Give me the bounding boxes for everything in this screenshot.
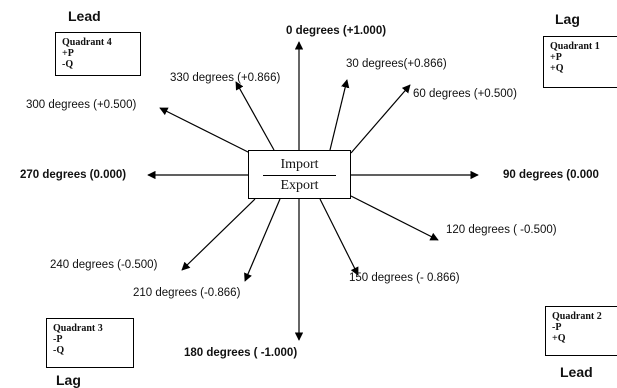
angle-label-150: 150 degrees (- 0.866) [349, 272, 460, 284]
import-label: Import [280, 157, 319, 172]
quadrant-q: +Q [552, 333, 566, 344]
angle-label-330: 330 degrees (+0.866) [170, 72, 281, 84]
quadrant-title: Quadrant 2 [552, 311, 602, 322]
quadrant-3-box: Quadrant 3 -P -Q [46, 318, 134, 368]
arrow-300-deg [159, 107, 253, 155]
quadrant-title: Quadrant 1 [550, 41, 600, 52]
angle-label-0: 0 degrees (+1.000) [286, 25, 387, 37]
arrow-60-deg [350, 84, 411, 154]
arrow-210-deg [244, 198, 281, 282]
arrow-330-deg [235, 81, 275, 151]
quadrant-q: +Q [550, 63, 564, 74]
quadrant-p: +P [550, 52, 562, 63]
angle-label-180: 180 degrees ( -1.000) [184, 347, 298, 359]
quadrant-4-box: Quadrant 4 +P -Q [55, 32, 141, 76]
angle-label-300: 300 degrees (+0.500) [26, 99, 137, 111]
quadrant-p: -P [53, 334, 63, 345]
quadrant-title: Quadrant 3 [53, 323, 103, 334]
quadrant-1-box: Quadrant 1 +P +Q [543, 36, 617, 88]
quadrant-q: -Q [62, 59, 74, 70]
quadrant-p: +P [62, 48, 74, 59]
lag-label-bottom-left: Lag [56, 372, 81, 388]
quadrant-p: -P [552, 322, 562, 333]
quadrant-title: Quadrant 4 [62, 37, 112, 48]
angle-label-30: 30 degrees(+0.866) [346, 58, 447, 70]
angle-label-270: 270 degrees (0.000) [20, 169, 127, 181]
fraction-line [263, 175, 336, 176]
angle-label-60: 60 degrees (+0.500) [413, 88, 517, 100]
lead-label-bottom-right: Lead [560, 364, 593, 380]
import-export-box: Import Export [248, 150, 351, 199]
angle-label-120: 120 degrees ( -0.500) [446, 224, 557, 236]
arrow-120-deg [350, 195, 439, 241]
export-label: Export [280, 178, 319, 193]
arrow-30-deg [329, 79, 350, 151]
lead-label-top-left: Lead [68, 8, 101, 24]
angle-label-210: 210 degrees (-0.866) [133, 287, 241, 299]
angle-label-90: 90 degrees (0.000 [503, 169, 599, 181]
angle-label-240: 240 degrees (-0.500) [50, 259, 158, 271]
lag-label-top-right: Lag [555, 11, 580, 27]
arrow-240-deg [181, 198, 256, 271]
quadrant-2-box: Quadrant 2 -P +Q [545, 306, 617, 356]
arrow-150-deg [319, 198, 359, 276]
quadrant-q: -Q [53, 345, 65, 356]
